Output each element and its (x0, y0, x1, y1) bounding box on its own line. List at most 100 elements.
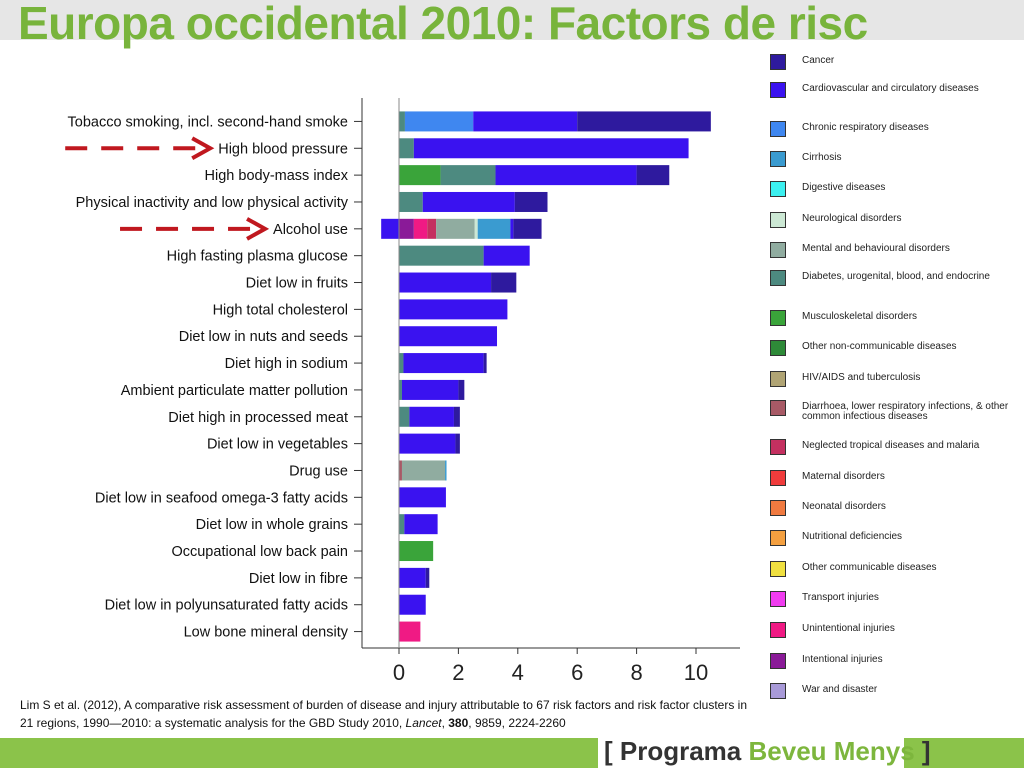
legend-swatch (770, 561, 786, 577)
category-label: High fasting plasma glucose (167, 249, 348, 265)
category-label: Diet high in sodium (225, 356, 348, 372)
category-label: Diet low in nuts and seeds (179, 329, 348, 345)
legend-swatch (770, 82, 786, 98)
legend-item: Diarrhoea, lower respiratory infections,… (762, 400, 1024, 430)
legend-item: Neglected tropical diseases and malaria (762, 439, 1024, 469)
legend-swatch (770, 400, 786, 416)
legend-swatch (770, 622, 786, 638)
legend-swatch (770, 591, 786, 607)
bar-segment (399, 111, 405, 132)
legend-item: Nutritional deficiencies (762, 530, 1024, 560)
category-label: Tobacco smoking, incl. second-hand smoke (68, 114, 348, 130)
bar-segment (399, 245, 484, 266)
legend-label: War and disaster (802, 684, 878, 695)
x-tick-label: 10 (684, 660, 708, 685)
legend-label: Cirrhosis (802, 152, 842, 163)
legend-label: Other communicable diseases (802, 562, 937, 573)
legend-item: Neurological disorders (762, 212, 1024, 242)
legend-swatch (770, 371, 786, 387)
legend-item: Diabetes, urogenital, blood, and endocri… (762, 270, 1024, 300)
bar-segment (514, 191, 548, 212)
x-tick-label: 8 (630, 660, 642, 685)
legend-label: Other non-communicable diseases (802, 341, 957, 352)
risk-factor-bar-chart: Tobacco smoking, incl. second-hand smoke… (65, 98, 740, 685)
bar-segment (413, 218, 428, 239)
bar-segment (510, 218, 514, 239)
legend-item: Other communicable diseases (762, 561, 1024, 591)
bar-segment (404, 111, 474, 132)
legend-item: Transport injuries (762, 591, 1024, 621)
category-label: Drug use (289, 463, 348, 479)
category-label: Diet low in fruits (246, 276, 348, 292)
bar-segment (399, 353, 404, 374)
bar-segment (399, 567, 426, 588)
legend-label: Unintentional injuries (802, 623, 895, 634)
bar-stacks (381, 111, 711, 642)
legend-item: Maternal disorders (762, 470, 1024, 500)
legend-label: Neonatal disorders (802, 501, 886, 512)
bar-segment (453, 406, 460, 427)
bar-segment (399, 514, 405, 535)
bar-segment (425, 567, 430, 588)
legend-item: Intentional injuries (762, 653, 1024, 683)
legend-label: Mental and behavioural disorders (802, 243, 950, 254)
legend-item: Other non-communicable diseases (762, 340, 1024, 370)
bar-segment (401, 379, 459, 400)
legend-label: Intentional injuries (802, 654, 883, 665)
bar-segment (495, 165, 637, 186)
program-logo: [ Programa Beveu Menys ] (604, 735, 931, 767)
bar-segment (399, 379, 402, 400)
bar-segment (399, 165, 441, 186)
legend-label: Neurological disorders (802, 213, 902, 224)
category-label: Diet low in vegetables (207, 437, 348, 453)
logo-close: ] (914, 736, 931, 766)
legend-swatch (770, 270, 786, 286)
legend-item: HIV/AIDS and tuberculosis (762, 371, 1024, 401)
bar-segment (483, 353, 487, 374)
bar-segment (577, 111, 711, 132)
legend-item: Mental and behavioural disorders (762, 242, 1024, 272)
citation-text-b: , 9859, 2224-2260 (468, 716, 566, 730)
bar-segment (409, 406, 454, 427)
legend-label: Digestive diseases (802, 182, 886, 193)
legend-item: Unintentional injuries (762, 622, 1024, 652)
category-label: Ambient particulate matter pollution (121, 383, 348, 399)
legend-label: Nutritional deficiencies (802, 531, 903, 542)
bar-segment (399, 218, 414, 239)
legend-swatch (770, 121, 786, 137)
legend-item: Cardiovascular and circulatory diseases (762, 82, 1024, 112)
legend-label: Maternal disorders (802, 471, 885, 482)
legend-item: War and disaster (762, 683, 1024, 713)
highlight-arrow-head (191, 136, 215, 161)
legend-swatch (770, 439, 786, 455)
footer-box (598, 736, 904, 768)
legend-item: Cirrhosis (762, 151, 1024, 181)
bar-segment (445, 460, 447, 481)
logo-open: [ Programa (604, 736, 749, 766)
category-label: Diet low in fibre (249, 571, 348, 587)
legend-item: Chronic respiratory diseases (762, 121, 1024, 151)
bar-segment (413, 138, 689, 159)
citation-text-a: Lim S et al. (2012), A comparative risk … (20, 698, 748, 730)
citation: Lim S et al. (2012), A comparative risk … (20, 696, 760, 732)
bar-segment (403, 353, 484, 374)
category-label: Diet low in polyunsaturated fatty acids (105, 598, 348, 614)
legend-swatch (770, 54, 786, 70)
citation-sep: , (441, 716, 449, 730)
category-label: Alcohol use (273, 222, 348, 238)
title-band (0, 0, 1024, 40)
bar-segment (483, 245, 530, 266)
category-labels: Tobacco smoking, incl. second-hand smoke… (68, 114, 349, 640)
legend-swatch (770, 242, 786, 258)
bar-segment (399, 191, 423, 212)
legend-swatch (770, 683, 786, 699)
category-label: Diet high in processed meat (168, 410, 348, 426)
legend-swatch (770, 653, 786, 669)
category-label: High total cholesterol (213, 302, 348, 318)
legend-label: Musculoskeletal disorders (802, 311, 918, 322)
bar-segment (636, 165, 670, 186)
legend-swatch (770, 181, 786, 197)
legend-label: HIV/AIDS and tuberculosis (802, 372, 921, 383)
bar-segment (399, 326, 498, 347)
category-label: Diet low in seafood omega-3 fatty acids (95, 490, 348, 506)
